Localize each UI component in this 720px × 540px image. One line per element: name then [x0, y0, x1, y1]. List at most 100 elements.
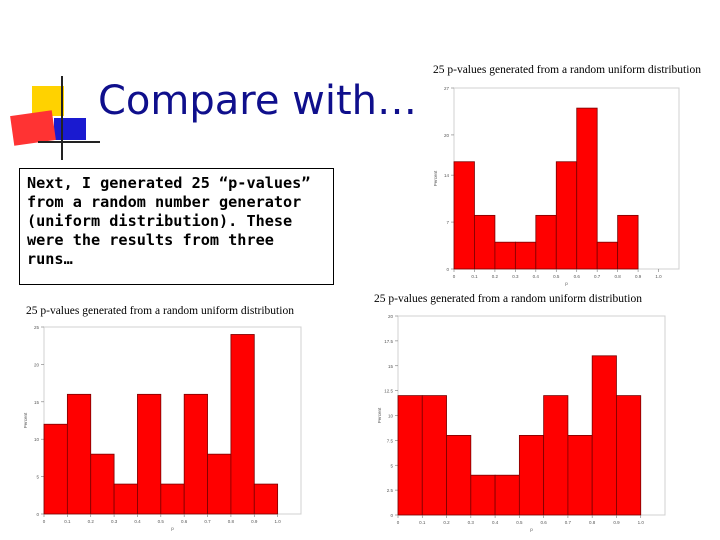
histogram-plot: 0 2.5 5 7.5 10 12.5 15 17.5 20 0 0.1 0.2 0.3 0.4 0.5 0.…	[377, 314, 666, 532]
x-tick-label: 0.4	[533, 274, 540, 279]
x-tick-label: 1.0	[655, 274, 662, 279]
histogram-bar	[494, 241, 516, 270]
histogram-bar	[453, 161, 475, 270]
histogram-bar	[446, 434, 472, 516]
histogram-bar	[514, 241, 537, 270]
histogram-bar	[43, 423, 68, 515]
y-tick-label: 10	[34, 437, 40, 442]
histogram-bar	[137, 393, 162, 515]
x-tick-label: 1.0	[275, 519, 282, 524]
x-tick-label: 0.3	[512, 274, 519, 279]
y-tick-label: 15	[34, 400, 40, 405]
histogram-bar	[66, 393, 92, 515]
y-axis-label: Percent	[377, 407, 382, 423]
slide-logo-decoration	[10, 76, 100, 160]
y-tick-label: 15	[388, 364, 394, 369]
x-tick-label: 0.1	[419, 520, 426, 525]
x-tick-label: 0.7	[204, 519, 211, 524]
histogram-run-1: 25 p-values generated from a random unif…	[425, 62, 701, 287]
x-tick-label: 0.8	[615, 274, 622, 279]
y-axis-label: Percent	[433, 170, 438, 186]
histogram-bar	[555, 161, 578, 270]
histogram-bar	[470, 474, 496, 516]
histogram-bar	[113, 483, 138, 515]
histogram-bar	[617, 214, 639, 270]
x-tick-label: 0.1	[64, 519, 71, 524]
x-tick-label: 0.5	[553, 274, 560, 279]
x-tick-label: 0.8	[589, 520, 596, 525]
x-tick-label: 0.7	[565, 520, 572, 525]
x-tick-label: 0.3	[468, 520, 475, 525]
y-tick-label: 14	[444, 173, 450, 178]
description-text: Next, I generated 25 “p-values” from a r…	[19, 168, 334, 285]
y-tick-label: 5	[36, 475, 39, 480]
x-tick-label: 0.4	[492, 520, 499, 525]
y-tick-label: 10	[388, 414, 394, 419]
histogram-plot: 0 7 14 20 27 0 0.1 0.2 0.3 0.4 0.5 0.6 0.7 0.8 0.9 1.0 p…	[433, 86, 680, 286]
y-tick-label: 25	[34, 325, 40, 330]
x-tick-label: 0.5	[516, 520, 523, 525]
x-tick-label: 1.0	[638, 520, 645, 525]
y-tick-label: 7	[446, 220, 449, 225]
x-tick-label: 0.5	[158, 519, 165, 524]
x-tick-label: 0.9	[635, 274, 642, 279]
x-axis-label: p	[171, 526, 174, 531]
x-axis-label: p	[530, 527, 533, 532]
histogram-bar	[596, 241, 619, 270]
y-tick-label: 20	[444, 133, 450, 138]
x-tick-label: 0	[397, 520, 400, 525]
slide-title: Compare with…	[98, 78, 418, 124]
y-tick-label: 17.5	[384, 339, 393, 344]
histogram-bar	[397, 395, 423, 516]
x-tick-label: 0.8	[228, 519, 235, 524]
histogram-bar	[207, 453, 232, 515]
histogram-bar	[591, 355, 617, 516]
y-tick-label: 20	[34, 362, 40, 367]
histogram-bar	[474, 214, 496, 270]
histogram-plot: 0 5 10 15 20 25 0 0.1 0.2 0.3 0.4 0.5 0.6 0.7 0.8 0.9 1.…	[23, 325, 302, 531]
x-tick-label: 0	[43, 519, 46, 524]
y-tick-label: 0	[36, 512, 39, 517]
y-tick-label: 12.5	[384, 389, 393, 394]
y-tick-label: 2.5	[387, 488, 394, 493]
y-tick-label: 0	[390, 513, 393, 518]
histogram-bar	[616, 395, 642, 516]
histogram-bar	[576, 107, 598, 270]
histogram-bar	[421, 395, 447, 516]
chart-title: 25 p-values generated from a random unif…	[26, 305, 294, 317]
chart-title: 25 p-values generated from a random unif…	[433, 64, 701, 76]
histogram-bar	[543, 395, 569, 516]
y-tick-label: 27	[444, 86, 450, 91]
histogram-bar	[535, 214, 557, 270]
histogram-bar	[183, 393, 208, 515]
y-tick-label: 5	[390, 463, 393, 468]
y-tick-label: 0	[446, 267, 449, 272]
x-tick-label: 0.6	[574, 274, 581, 279]
x-axis-label: p	[565, 281, 568, 286]
histogram-run-3: 25 p-values generated from a random unif…	[366, 290, 676, 538]
y-axis-label: Percent	[23, 412, 28, 428]
chart-title: 25 p-values generated from a random unif…	[374, 293, 642, 305]
histogram-bar	[90, 453, 115, 515]
histogram-bar	[567, 434, 593, 516]
x-tick-label: 0.6	[181, 519, 188, 524]
x-tick-label: 0.2	[443, 520, 450, 525]
histogram-bar	[160, 483, 185, 515]
x-tick-label: 0.9	[613, 520, 620, 525]
x-tick-label: 0.1	[471, 274, 478, 279]
y-tick-label: 7.5	[387, 438, 394, 443]
histogram-bar	[253, 483, 279, 515]
x-tick-label: 0.7	[594, 274, 601, 279]
y-tick-label: 20	[388, 314, 394, 319]
x-tick-label: 0.6	[541, 520, 548, 525]
x-tick-label: 0.9	[251, 519, 258, 524]
x-tick-label: 0	[453, 274, 456, 279]
x-tick-label: 0.2	[492, 274, 499, 279]
histogram-bar	[518, 434, 545, 516]
histogram-bar	[494, 474, 520, 516]
x-tick-label: 0.4	[134, 519, 141, 524]
histogram-bar	[230, 334, 255, 515]
x-tick-label: 0.2	[88, 519, 95, 524]
histogram-run-2: 25 p-values generated from a random unif…	[18, 302, 310, 538]
x-tick-label: 0.3	[111, 519, 118, 524]
